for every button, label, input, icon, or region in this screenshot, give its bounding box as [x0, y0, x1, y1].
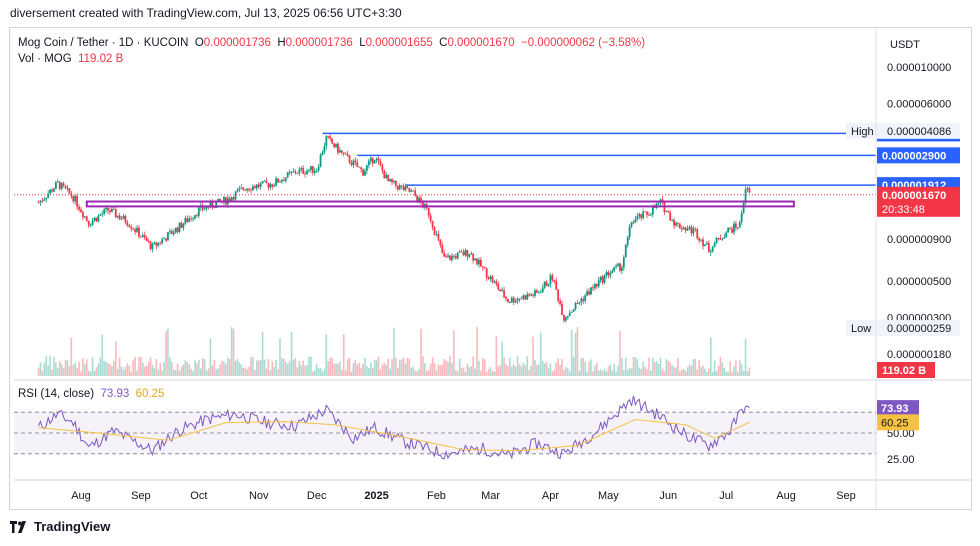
- high-value: 0.000001736: [285, 37, 353, 49]
- axis-unit[interactable]: USDT: [890, 39, 920, 51]
- volume-value: 119.02 B: [78, 53, 124, 65]
- brand[interactable]: TradingView: [10, 519, 110, 534]
- rsi-value: 73.93: [100, 388, 130, 400]
- brand-name: TradingView: [34, 519, 111, 534]
- open-value: 0.000001736: [203, 37, 271, 49]
- high-label: H: [277, 37, 286, 49]
- open-label: O: [194, 37, 204, 49]
- chart-caption: diversement created with TradingView.com…: [10, 6, 402, 20]
- close-value: 0.000001670: [447, 37, 515, 49]
- tradingview-logo-icon: [10, 520, 26, 533]
- rsi-label[interactable]: RSI (14, close): [18, 388, 95, 400]
- low-label: L: [359, 37, 366, 49]
- price-legend: Mog Coin / Tether · 1D · KUCOIN O0.00000…: [18, 37, 645, 49]
- change-value: −0.000000062 (−3.58%): [521, 37, 646, 49]
- close-label: C: [439, 37, 448, 49]
- volume-label[interactable]: Vol · MOG: [18, 53, 72, 65]
- volume-legend: Vol · MOG 119.02 B: [18, 53, 123, 65]
- chart-frame: [9, 27, 972, 510]
- low-value: 0.000001655: [365, 37, 433, 49]
- symbol-label[interactable]: Mog Coin / Tether · 1D · KUCOIN: [18, 37, 189, 49]
- rsi-ma-value: 60.25: [135, 388, 165, 400]
- rsi-legend: RSI (14, close) 73.93 60.25: [18, 388, 164, 400]
